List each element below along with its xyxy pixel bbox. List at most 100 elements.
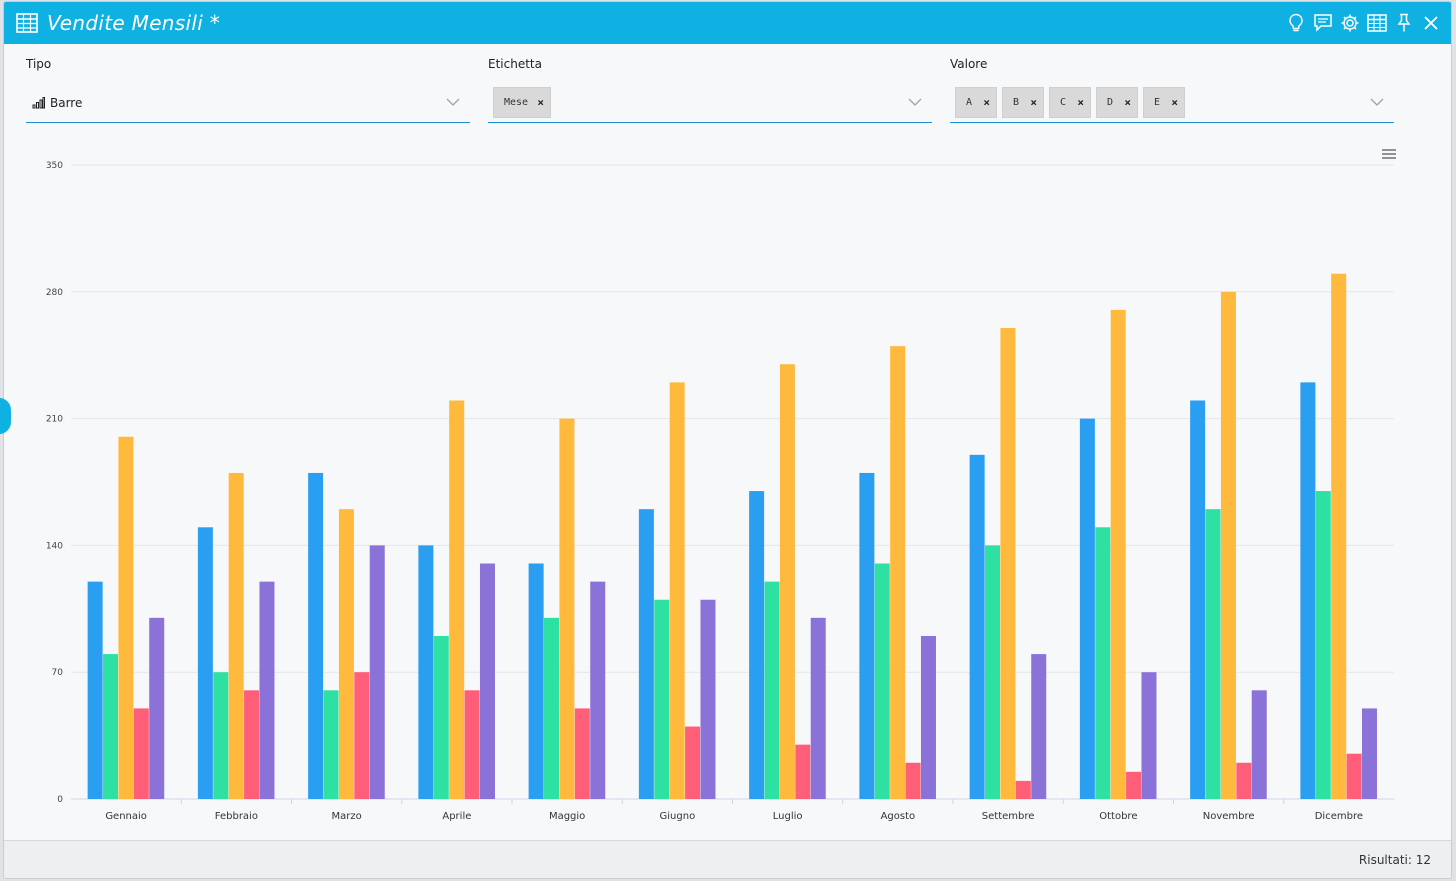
bar bbox=[338, 509, 354, 799]
table-icon bbox=[1367, 14, 1387, 32]
bar bbox=[779, 364, 795, 799]
chevron-down-icon[interactable] bbox=[446, 95, 460, 109]
bar bbox=[700, 599, 716, 799]
pin-button[interactable] bbox=[1394, 13, 1414, 33]
bar bbox=[890, 346, 906, 799]
chevron-down-icon[interactable] bbox=[908, 95, 922, 109]
chip-mese[interactable]: Mese × bbox=[493, 87, 551, 118]
chip-label: D bbox=[1107, 97, 1114, 108]
bar bbox=[213, 672, 229, 799]
bar-chart: 0 70 140 210 280 350 Gennaio Febbraio Marzo April… bbox=[46, 161, 1394, 822]
bar bbox=[1361, 708, 1377, 799]
chevron-down-icon[interactable] bbox=[1370, 95, 1384, 109]
remove-chip-icon[interactable]: × bbox=[1030, 96, 1037, 109]
bar-chart-icon bbox=[32, 96, 45, 108]
x-tick-label: Ottobre bbox=[1099, 811, 1137, 822]
bar bbox=[764, 581, 780, 799]
bar bbox=[1331, 273, 1347, 799]
bar bbox=[1346, 753, 1362, 799]
bar bbox=[449, 400, 465, 799]
chip-e[interactable]: E × bbox=[1143, 87, 1185, 118]
y-tick-label: 350 bbox=[46, 161, 63, 171]
chip-c[interactable]: C × bbox=[1049, 87, 1091, 118]
bar bbox=[920, 635, 936, 799]
bar bbox=[905, 762, 921, 799]
title-actions bbox=[1286, 2, 1441, 44]
chip-label: A bbox=[966, 97, 973, 108]
x-tick-label: Maggio bbox=[549, 811, 585, 822]
bar bbox=[810, 617, 826, 799]
bar bbox=[749, 491, 765, 799]
bar bbox=[1079, 418, 1095, 799]
bar bbox=[985, 545, 1001, 799]
remove-chip-icon[interactable]: × bbox=[537, 96, 544, 109]
bar bbox=[859, 472, 875, 799]
bar bbox=[574, 708, 590, 799]
window-title: Vendite Mensili * bbox=[47, 11, 221, 35]
y-tick-label: 280 bbox=[46, 288, 63, 298]
remove-chip-icon[interactable]: × bbox=[1124, 96, 1131, 109]
bar bbox=[103, 654, 119, 799]
etichetta-field: Etichetta Mese × bbox=[488, 57, 932, 125]
chip-d[interactable]: D × bbox=[1096, 87, 1138, 118]
bar bbox=[1236, 762, 1252, 799]
x-tick-label: Marzo bbox=[332, 811, 362, 822]
remove-chip-icon[interactable]: × bbox=[1077, 96, 1084, 109]
bar bbox=[308, 472, 324, 799]
comment-button[interactable] bbox=[1313, 13, 1333, 33]
gear-icon bbox=[1341, 14, 1359, 32]
x-tick-label: Settembre bbox=[982, 811, 1035, 822]
bar bbox=[1000, 328, 1016, 799]
valore-select[interactable]: A × B × C × D × E × bbox=[950, 83, 1394, 123]
y-tick-label: 140 bbox=[46, 541, 63, 551]
bar bbox=[528, 563, 544, 799]
bar bbox=[1015, 780, 1031, 799]
bar bbox=[418, 545, 434, 799]
valore-label: Valore bbox=[950, 57, 988, 71]
bar bbox=[197, 527, 213, 799]
bar bbox=[87, 581, 103, 799]
x-tick-label: Giugno bbox=[660, 811, 696, 822]
bar bbox=[259, 581, 275, 799]
tipo-label: Tipo bbox=[26, 57, 52, 71]
x-tick-label: Aprile bbox=[442, 811, 471, 822]
bar bbox=[1205, 509, 1221, 799]
bar bbox=[149, 617, 165, 799]
tipo-value: Barre bbox=[50, 95, 83, 110]
remove-chip-icon[interactable]: × bbox=[983, 96, 990, 109]
tipo-field: Tipo Barre bbox=[26, 57, 470, 125]
bar bbox=[1095, 527, 1111, 799]
side-panel-toggle[interactable] bbox=[0, 398, 11, 434]
title-bar: Vendite Mensili * bbox=[4, 2, 1451, 44]
chip-a[interactable]: A × bbox=[955, 87, 997, 118]
bar bbox=[228, 472, 244, 799]
bar bbox=[464, 690, 480, 799]
bar bbox=[669, 382, 685, 799]
table-view-button[interactable] bbox=[1367, 13, 1387, 33]
etichetta-select[interactable]: Mese × bbox=[488, 83, 932, 123]
status-bar: Risultati: 12 bbox=[4, 840, 1451, 878]
bar bbox=[133, 708, 149, 799]
remove-chip-icon[interactable]: × bbox=[1171, 96, 1178, 109]
valore-field: Valore A × B × C × D × E × bbox=[950, 57, 1394, 125]
etichetta-label: Etichetta bbox=[488, 57, 542, 71]
x-tick-label: Gennaio bbox=[105, 811, 147, 822]
y-tick-label: 210 bbox=[46, 415, 63, 425]
hint-button[interactable] bbox=[1286, 13, 1306, 33]
table-icon bbox=[16, 13, 38, 33]
chip-label: C bbox=[1060, 97, 1067, 108]
chart-menu-icon[interactable] bbox=[1381, 147, 1397, 161]
x-tick-label: Dicembre bbox=[1315, 811, 1363, 822]
bar bbox=[638, 509, 654, 799]
results-count: Risultati: 12 bbox=[1358, 853, 1431, 867]
bar bbox=[118, 436, 134, 799]
tipo-select[interactable]: Barre bbox=[26, 83, 470, 123]
chip-label: B bbox=[1013, 97, 1020, 108]
bar bbox=[1110, 309, 1126, 799]
close-button[interactable] bbox=[1421, 13, 1441, 33]
chip-b[interactable]: B × bbox=[1002, 87, 1044, 118]
bar bbox=[1126, 771, 1142, 799]
x-tick-label: Agosto bbox=[881, 811, 916, 822]
settings-button[interactable] bbox=[1340, 13, 1360, 33]
y-tick-label: 70 bbox=[52, 668, 64, 678]
